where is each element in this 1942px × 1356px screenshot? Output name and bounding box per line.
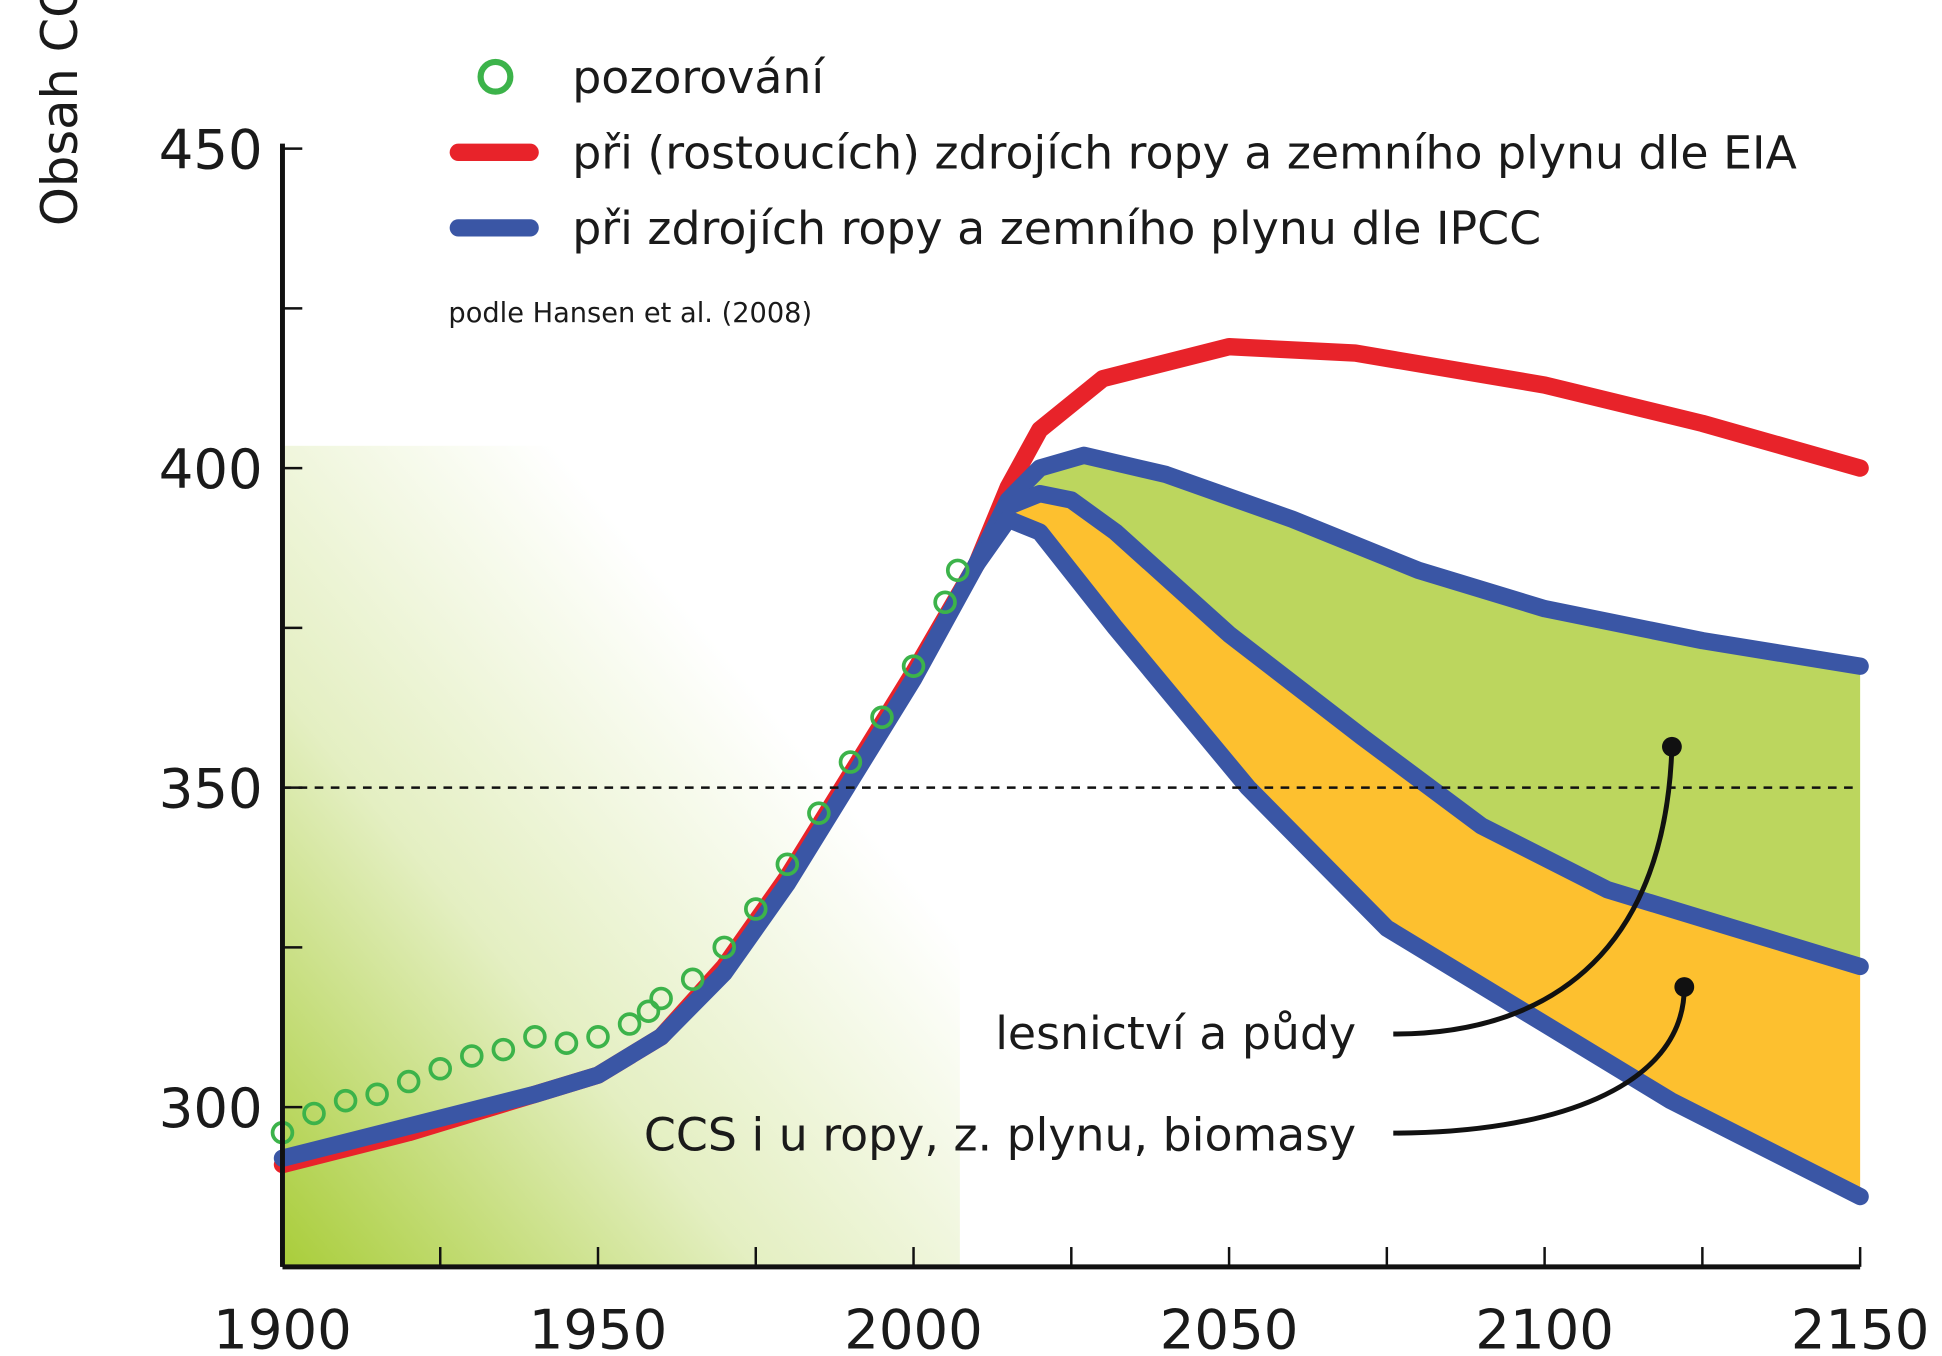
series-line xyxy=(967,484,1869,976)
series-line xyxy=(967,510,1869,1206)
observation-point xyxy=(775,852,800,877)
observation-point xyxy=(712,935,736,960)
observation-point xyxy=(491,1037,516,1062)
observation-point xyxy=(945,558,970,583)
observation-point xyxy=(933,590,957,615)
y-tick-label: 300 xyxy=(159,1076,263,1140)
y-axis-label: Obsah CO₂ v ovzduší / ppm xyxy=(31,0,89,226)
observation-point xyxy=(428,1056,453,1081)
band xyxy=(976,493,1861,1197)
observation-point xyxy=(838,750,863,774)
x-tick-label: 2150 xyxy=(1791,1298,1930,1356)
observation-point xyxy=(680,967,705,992)
annotation: CCS i u ropy, z. plynu, biomasy xyxy=(644,1107,1356,1161)
legend-marker xyxy=(477,58,514,95)
source-note: podle Hansen et al. (2008) xyxy=(448,298,812,329)
observation-point xyxy=(302,1101,326,1126)
y-tick-label: 450 xyxy=(159,117,263,181)
x-tick-label: 2050 xyxy=(1160,1298,1299,1356)
x-tick-label: 2000 xyxy=(844,1298,983,1356)
observation-point xyxy=(636,999,661,1024)
band xyxy=(976,455,1861,967)
observation-point xyxy=(649,986,673,1011)
legend-label: při (rostoucích) zdrojích ropy a zemního… xyxy=(572,125,1797,179)
observation-point xyxy=(523,1025,547,1049)
legend-label: při zdrojích ropy a zemního plynu dle IP… xyxy=(572,201,1541,255)
y-tick-label: 350 xyxy=(159,756,263,820)
x-tick-label: 2100 xyxy=(1475,1298,1614,1356)
annotation-curve xyxy=(1393,746,1675,1037)
observation-point xyxy=(396,1069,421,1094)
annotation: lesnictví a půdy xyxy=(995,1006,1356,1060)
observation-point xyxy=(617,1012,642,1036)
annotation-dot xyxy=(1662,736,1682,757)
observation-point xyxy=(554,1031,579,1055)
observation-point xyxy=(807,801,831,825)
x-tick-label: 1900 xyxy=(213,1298,352,1356)
observation-point xyxy=(586,1025,610,1049)
x-tick-label: 1950 xyxy=(529,1298,668,1356)
y-tick-label: 400 xyxy=(159,437,263,501)
observation-point xyxy=(870,705,894,730)
legend-label: pozorování xyxy=(572,50,825,104)
observation-point xyxy=(744,897,768,921)
annotation-curve xyxy=(1393,986,1687,1136)
annotation-dot xyxy=(1674,977,1695,997)
observation-point xyxy=(333,1088,358,1113)
observation-point xyxy=(460,1044,484,1068)
observation-point xyxy=(901,654,926,678)
observation-point xyxy=(365,1082,389,1107)
